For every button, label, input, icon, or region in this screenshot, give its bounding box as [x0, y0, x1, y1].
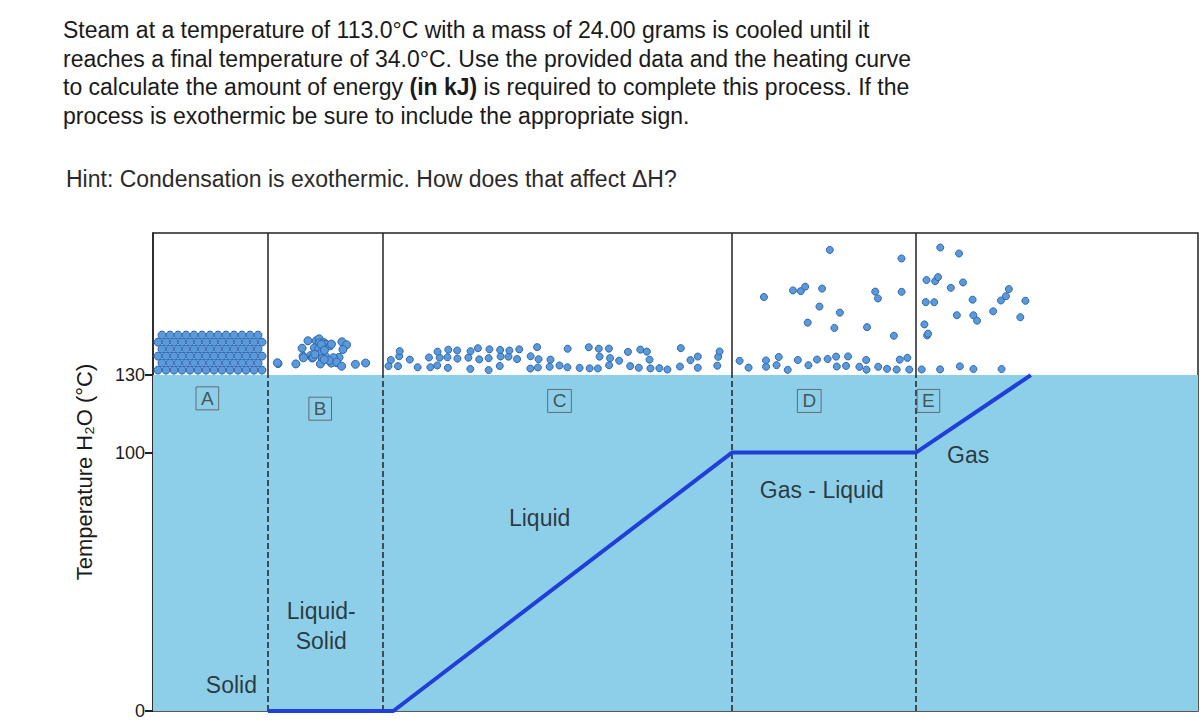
html-text:Steam at a temperature of 113.: Steam at a temperature of 113.0°C with a…: [63, 17, 870, 43]
svg-text:D: D: [802, 390, 816, 411]
svg-text:C: C: [553, 390, 567, 411]
svg-text:Liquid: Liquid: [509, 505, 570, 531]
svg-text:130: 130: [115, 365, 145, 385]
svg-text:Solid: Solid: [296, 628, 347, 654]
svg-text:B: B: [314, 398, 327, 419]
svg-text:Gas: Gas: [947, 442, 989, 468]
html-text:reaches a final temperature of: reaches a final temperature of 34.0°C. U…: [63, 45, 911, 72]
svg-text:A: A: [201, 388, 214, 409]
svg-text:E: E: [922, 390, 935, 411]
svg-text:100: 100: [115, 443, 145, 463]
svg-text:Temperature H₂O (°C): Temperature H₂O (°C): [72, 364, 97, 581]
html-text:to calculate the amount of ene: to calculate the amount of energy (in kJ…: [63, 74, 910, 100]
svg-text:Gas - Liquid: Gas - Liquid: [760, 477, 884, 503]
svg-text:Liquid-: Liquid-: [287, 598, 356, 624]
html-text:Hint: Condensation is exotherm: Hint: Condensation is exothermic. How do…: [66, 166, 677, 192]
html-text:process is exothermic be sure: process is exothermic be sure to include…: [63, 102, 690, 129]
svg-text:Solid: Solid: [206, 672, 257, 698]
svg-text:0: 0: [135, 701, 145, 721]
